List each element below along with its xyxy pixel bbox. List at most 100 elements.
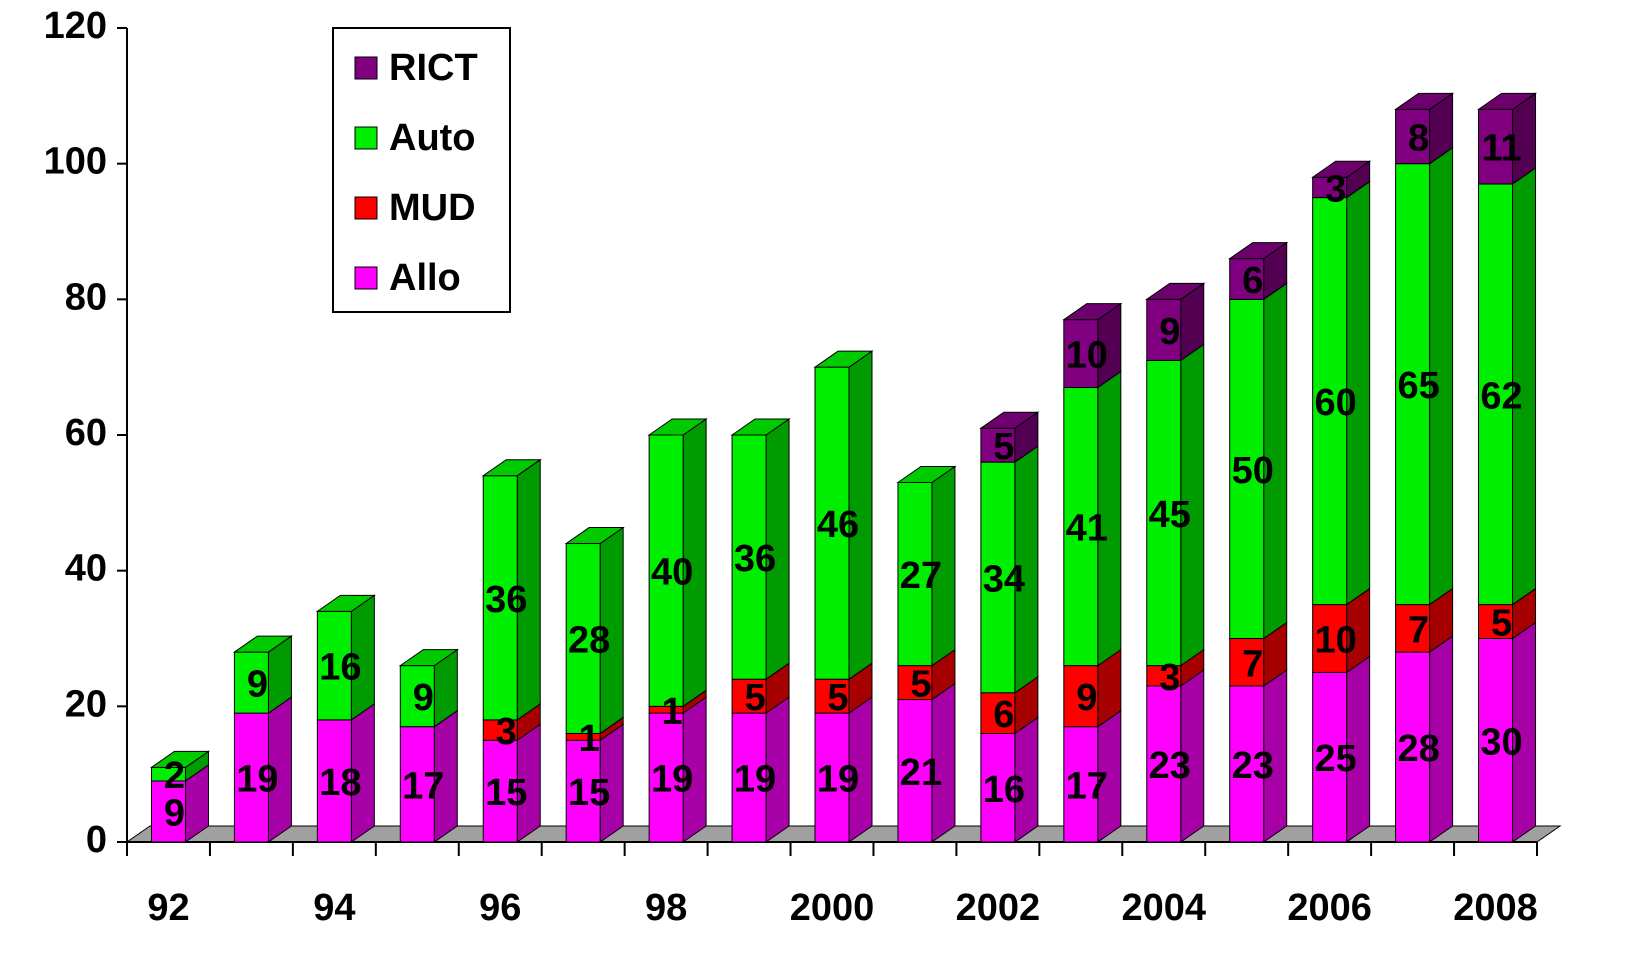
- data-label: 19: [651, 759, 693, 801]
- legend-swatch: [354, 126, 378, 150]
- y-tick-label: 60: [65, 412, 107, 454]
- data-label: 6: [1242, 260, 1263, 302]
- data-label: 11: [1481, 128, 1521, 170]
- x-tick-label: 96: [479, 887, 521, 929]
- data-label: 3: [496, 711, 517, 753]
- bar: [233, 712, 269, 843]
- bar: [1229, 258, 1265, 300]
- bar: [1312, 671, 1348, 843]
- data-label: 46: [817, 504, 859, 546]
- data-label: 23: [1232, 745, 1274, 787]
- data-label: 65: [1397, 365, 1439, 407]
- bar: [316, 610, 352, 721]
- data-label: 9: [164, 793, 185, 835]
- bar: [897, 481, 933, 667]
- data-label: 16: [983, 769, 1025, 811]
- data-label: 5: [1491, 603, 1512, 645]
- data-label: 19: [734, 759, 776, 801]
- data-label: 21: [900, 752, 942, 794]
- bar: [1063, 319, 1099, 389]
- x-tick-label: 92: [147, 887, 189, 929]
- bar-top: [1311, 160, 1372, 178]
- legend-swatch: [354, 266, 378, 290]
- data-label: 5: [827, 677, 848, 719]
- data-label: 27: [900, 555, 942, 597]
- data-label: 45: [1149, 494, 1191, 536]
- bar-top: [647, 418, 708, 436]
- bar: [482, 475, 518, 721]
- data-label: 28: [568, 620, 610, 662]
- legend-label: Allo: [389, 257, 461, 299]
- data-label: 50: [1232, 450, 1274, 492]
- bar: [1229, 298, 1265, 639]
- data-label: 9: [1159, 311, 1180, 353]
- bar: [814, 678, 850, 714]
- legend-swatch: [354, 196, 378, 220]
- data-label: 8: [1408, 118, 1429, 160]
- x-tick-label: 2008: [1453, 887, 1538, 929]
- bar: [233, 651, 269, 714]
- data-label: 17: [1066, 765, 1108, 807]
- data-label: 18: [319, 762, 361, 804]
- data-label: 19: [236, 759, 278, 801]
- data-label: 62: [1480, 375, 1522, 417]
- bar-top: [1476, 92, 1538, 110]
- bar-top: [1062, 303, 1123, 321]
- data-label: 7: [1408, 609, 1429, 651]
- data-label: 40: [651, 552, 693, 594]
- bar-top: [896, 465, 957, 483]
- y-tick-label: 0: [86, 819, 107, 861]
- bar: [1063, 726, 1099, 843]
- bar: [980, 732, 1016, 843]
- x-tick-label: 2002: [956, 887, 1041, 929]
- y-tick-label: 120: [44, 5, 107, 47]
- bar-top: [315, 594, 376, 612]
- data-label: 30: [1480, 721, 1522, 763]
- data-label: 16: [319, 647, 361, 689]
- y-tick-label: 20: [65, 683, 107, 725]
- bar: [1478, 108, 1514, 185]
- bar: [399, 665, 435, 728]
- bar-top: [813, 350, 874, 368]
- bar: [897, 665, 933, 701]
- data-label: 9: [1076, 677, 1097, 719]
- bar: [1312, 197, 1348, 606]
- legend-swatch: [354, 56, 378, 80]
- data-label: 25: [1315, 738, 1357, 780]
- bar: [980, 461, 1016, 694]
- bar: [648, 712, 684, 843]
- bar-top: [730, 418, 791, 436]
- data-label: 5: [744, 677, 765, 719]
- bar-top: [979, 411, 1040, 429]
- x-tick-label: 2004: [1121, 887, 1206, 929]
- data-label: 6: [993, 694, 1014, 736]
- bar: [316, 719, 352, 843]
- data-label: 36: [485, 579, 527, 621]
- data-label: 10: [1066, 335, 1108, 377]
- bar-top: [398, 649, 459, 667]
- data-label: 15: [485, 772, 527, 814]
- data-label: 1: [662, 691, 683, 733]
- bar: [980, 427, 1016, 463]
- bar-top: [1228, 242, 1289, 260]
- data-label: 5: [993, 426, 1014, 468]
- bar: [731, 678, 767, 714]
- x-tick-label: 94: [313, 887, 355, 929]
- legend-label: RICT: [389, 47, 478, 89]
- bar-top: [1393, 92, 1455, 110]
- bar: [1478, 638, 1514, 843]
- data-label: 19: [817, 759, 859, 801]
- data-label: 28: [1397, 728, 1439, 770]
- data-label: 9: [413, 677, 434, 719]
- data-label: 15: [568, 772, 610, 814]
- bar: [980, 692, 1016, 734]
- data-label: 60: [1315, 382, 1357, 424]
- legend-label: MUD: [389, 187, 476, 229]
- data-label: 2: [164, 755, 185, 797]
- data-label: 36: [734, 538, 776, 580]
- data-label: 1: [579, 718, 600, 760]
- bar: [150, 780, 186, 843]
- data-label: 5: [910, 664, 931, 706]
- bar: [399, 726, 435, 843]
- legend-label: Auto: [389, 117, 476, 159]
